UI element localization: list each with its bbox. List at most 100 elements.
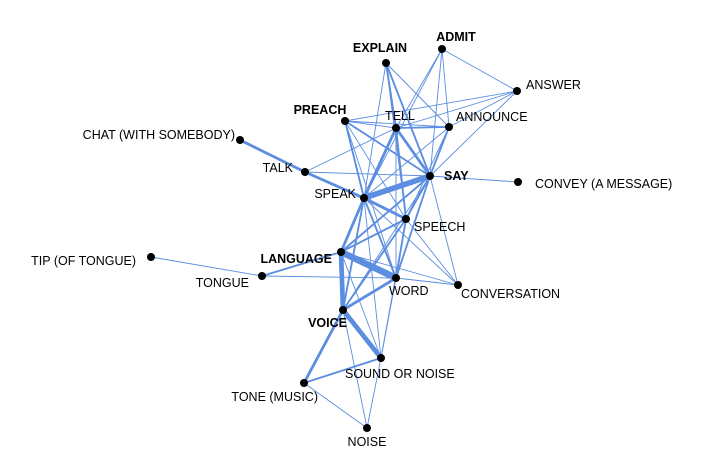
- edge-admit-tell: [395, 48, 443, 129]
- node-convey: CONVEY (A MESSAGE): [514, 177, 672, 191]
- node-tone: TONE (MUSIC): [231, 379, 318, 404]
- node-dot-convey: [514, 178, 522, 186]
- node-dot-talk: [301, 168, 309, 176]
- edge-answer-tell: [395, 90, 518, 129]
- node-label-word: WORD: [389, 284, 429, 298]
- edge-answer-announce: [448, 90, 518, 128]
- edge-language-word: [337, 248, 400, 282]
- node-dot-speak: [360, 194, 368, 202]
- edge-admit-say: [429, 48, 443, 177]
- node-dot-announce: [445, 123, 453, 131]
- node-label-sound: SOUND OR NOISE: [345, 367, 455, 381]
- node-label-speech: SPEECH: [414, 220, 465, 234]
- edge-tip-tongue: [150, 256, 263, 277]
- node-dot-noise: [363, 424, 371, 432]
- node-language: LANGUAGE: [260, 248, 345, 266]
- node-label-chat: CHAT (WITH SOMEBODY): [83, 128, 235, 142]
- edge-word-voice: [341, 276, 398, 312]
- edge-admit-answer: [441, 48, 518, 92]
- edge-speech-conversation: [405, 218, 459, 286]
- edge-preach-tell: [344, 120, 397, 129]
- node-dot-explain: [382, 59, 390, 67]
- node-sound: SOUND OR NOISE: [345, 354, 455, 381]
- edge-speak-language: [339, 196, 366, 254]
- node-preach: PREACH: [294, 103, 349, 125]
- node-announce: ANNOUNCE: [445, 110, 528, 131]
- node-talk: TALK: [263, 161, 309, 176]
- node-label-talk: TALK: [263, 161, 294, 175]
- edge-preach-word: [344, 120, 397, 279]
- edge-word-conversation: [395, 277, 459, 286]
- node-dot-speech: [402, 215, 410, 223]
- node-explain: EXPLAIN: [353, 41, 407, 67]
- node-label-announce: ANNOUNCE: [456, 110, 528, 124]
- node-label-tip: TIP (OF TONGUE): [31, 254, 136, 268]
- node-speak: SPEAK: [314, 187, 368, 202]
- edge-voice-sound: [340, 307, 384, 361]
- node-label-noise: NOISE: [348, 435, 387, 449]
- edge-speak-conversation: [363, 197, 459, 286]
- edge-announce-say: [429, 126, 450, 177]
- node-voice: VOICE: [308, 306, 347, 330]
- node-label-tell: TELL: [385, 109, 415, 123]
- edge-sound-noise: [366, 357, 382, 429]
- node-answer: ANSWER: [513, 78, 581, 95]
- node-say: SAY: [426, 169, 469, 183]
- node-label-conversation: CONVERSATION: [461, 287, 560, 301]
- edge-say-convey: [429, 175, 519, 183]
- node-chat: CHAT (WITH SOMEBODY): [83, 128, 244, 144]
- node-dot-say: [426, 172, 434, 180]
- node-label-tongue: TONGUE: [196, 276, 249, 290]
- edge-preach-announce: [344, 120, 450, 128]
- node-label-say: SAY: [444, 169, 469, 183]
- edge-voice-noise: [342, 309, 368, 429]
- node-admit: ADMIT: [436, 30, 476, 53]
- edge-announce-speak: [363, 126, 450, 199]
- node-dot-voice: [339, 306, 347, 314]
- node-label-voice: VOICE: [308, 316, 347, 330]
- node-dot-word: [392, 274, 400, 282]
- node-tongue: TONGUE: [196, 272, 266, 290]
- node-dot-answer: [513, 87, 521, 95]
- edge-chat-talk: [238, 138, 307, 174]
- node-conversation: CONVERSATION: [454, 281, 560, 301]
- node-label-admit: ADMIT: [436, 30, 476, 44]
- edge-say-speak: [361, 173, 433, 201]
- edge-word-sound: [380, 277, 397, 359]
- edge-voice-tone: [302, 308, 345, 385]
- edge-tell-say: [394, 126, 432, 178]
- edge-say-word: [395, 175, 431, 279]
- edge-say-conversation: [429, 175, 459, 286]
- edge-tell-announce: [395, 126, 450, 129]
- node-label-tone: TONE (MUSIC): [231, 390, 318, 404]
- node-dot-sound: [377, 354, 385, 362]
- node-label-speak: SPEAK: [314, 187, 356, 201]
- edge-tone-noise: [303, 382, 368, 429]
- edge-answer-say: [429, 90, 518, 177]
- edge-tell-speech: [395, 127, 407, 220]
- node-dot-conversation: [454, 281, 462, 289]
- node-dot-language: [337, 248, 345, 256]
- node-label-answer: ANSWER: [526, 78, 581, 92]
- node-speech: SPEECH: [402, 215, 465, 234]
- nodes-layer: EXPLAIN ADMIT ANSWER PREACH TELL ANNOUNCE CHAT…: [31, 30, 672, 449]
- edges-layer: [150, 48, 519, 429]
- node-label-convey: CONVEY (A MESSAGE): [535, 177, 672, 191]
- edge-language-sound: [340, 251, 382, 359]
- edge-admit-announce: [441, 48, 450, 128]
- node-noise: NOISE: [348, 424, 387, 449]
- node-word: WORD: [389, 274, 429, 298]
- edge-tongue-word: [261, 275, 397, 279]
- node-label-language: LANGUAGE: [260, 252, 332, 266]
- edge-sound-tone: [303, 357, 382, 384]
- node-dot-tone: [300, 379, 308, 387]
- node-label-explain: EXPLAIN: [353, 41, 407, 55]
- edge-explain-speak: [363, 62, 387, 199]
- node-label-preach: PREACH: [294, 103, 347, 117]
- edge-speak-word: [363, 197, 397, 279]
- edge-explain-say: [385, 62, 431, 177]
- edge-speak-speech: [362, 196, 408, 221]
- node-dot-tip: [147, 253, 155, 261]
- node-dot-tell: [392, 124, 400, 132]
